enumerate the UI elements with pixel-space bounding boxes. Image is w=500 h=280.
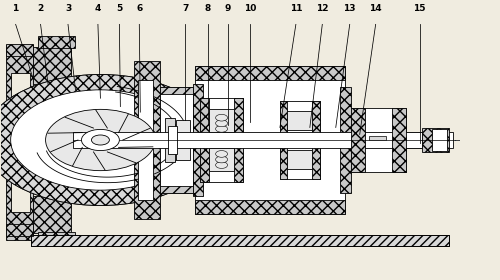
Circle shape: [216, 120, 228, 127]
Bar: [38, 232, 76, 244]
Circle shape: [216, 114, 228, 121]
Bar: [168, 126, 176, 154]
Bar: [6, 44, 33, 56]
Circle shape: [10, 90, 190, 190]
Text: 3: 3: [65, 4, 71, 13]
Bar: [350, 108, 364, 172]
Bar: [192, 84, 202, 196]
Text: 6: 6: [136, 4, 142, 13]
Bar: [340, 87, 350, 193]
Bar: [350, 108, 406, 172]
Bar: [38, 36, 76, 48]
Bar: [209, 109, 234, 132]
Bar: [234, 98, 242, 182]
Circle shape: [82, 129, 120, 151]
Circle shape: [92, 135, 110, 145]
Text: 14: 14: [370, 4, 382, 13]
Bar: [160, 186, 192, 193]
Bar: [406, 132, 453, 148]
Bar: [6, 224, 33, 236]
Bar: [200, 98, 242, 182]
Bar: [312, 101, 320, 179]
Circle shape: [216, 151, 228, 157]
Text: 7: 7: [182, 4, 188, 13]
Bar: [33, 196, 70, 233]
Bar: [33, 47, 70, 84]
Bar: [160, 87, 192, 94]
Bar: [195, 66, 344, 214]
Text: 8: 8: [204, 4, 210, 13]
Bar: [288, 111, 312, 130]
Bar: [195, 66, 344, 80]
Bar: [30, 235, 450, 246]
Circle shape: [0, 74, 218, 206]
Bar: [10, 73, 29, 213]
Text: 2: 2: [38, 4, 44, 13]
Bar: [432, 129, 447, 151]
Bar: [73, 132, 422, 148]
Circle shape: [216, 156, 228, 163]
Bar: [422, 128, 450, 152]
Bar: [6, 45, 33, 240]
Bar: [195, 200, 344, 214]
Bar: [280, 101, 320, 179]
Bar: [392, 108, 406, 172]
Text: 11: 11: [290, 4, 302, 13]
Bar: [209, 148, 234, 171]
Text: 5: 5: [116, 4, 122, 13]
Text: 10: 10: [244, 4, 256, 13]
Bar: [30, 235, 450, 246]
Bar: [165, 118, 175, 162]
Circle shape: [0, 74, 218, 206]
Bar: [280, 101, 287, 179]
Text: 12: 12: [316, 4, 328, 13]
Bar: [200, 98, 209, 182]
Circle shape: [216, 125, 228, 132]
Bar: [176, 120, 190, 160]
Bar: [368, 136, 386, 140]
Bar: [160, 87, 192, 193]
Text: 9: 9: [224, 4, 231, 13]
Text: 4: 4: [94, 4, 101, 13]
Bar: [288, 150, 312, 169]
Text: 15: 15: [414, 4, 426, 13]
Text: 13: 13: [344, 4, 356, 13]
Circle shape: [216, 162, 228, 168]
Circle shape: [46, 109, 156, 171]
Text: 1: 1: [12, 4, 19, 13]
Bar: [134, 60, 160, 220]
Bar: [138, 80, 153, 200]
